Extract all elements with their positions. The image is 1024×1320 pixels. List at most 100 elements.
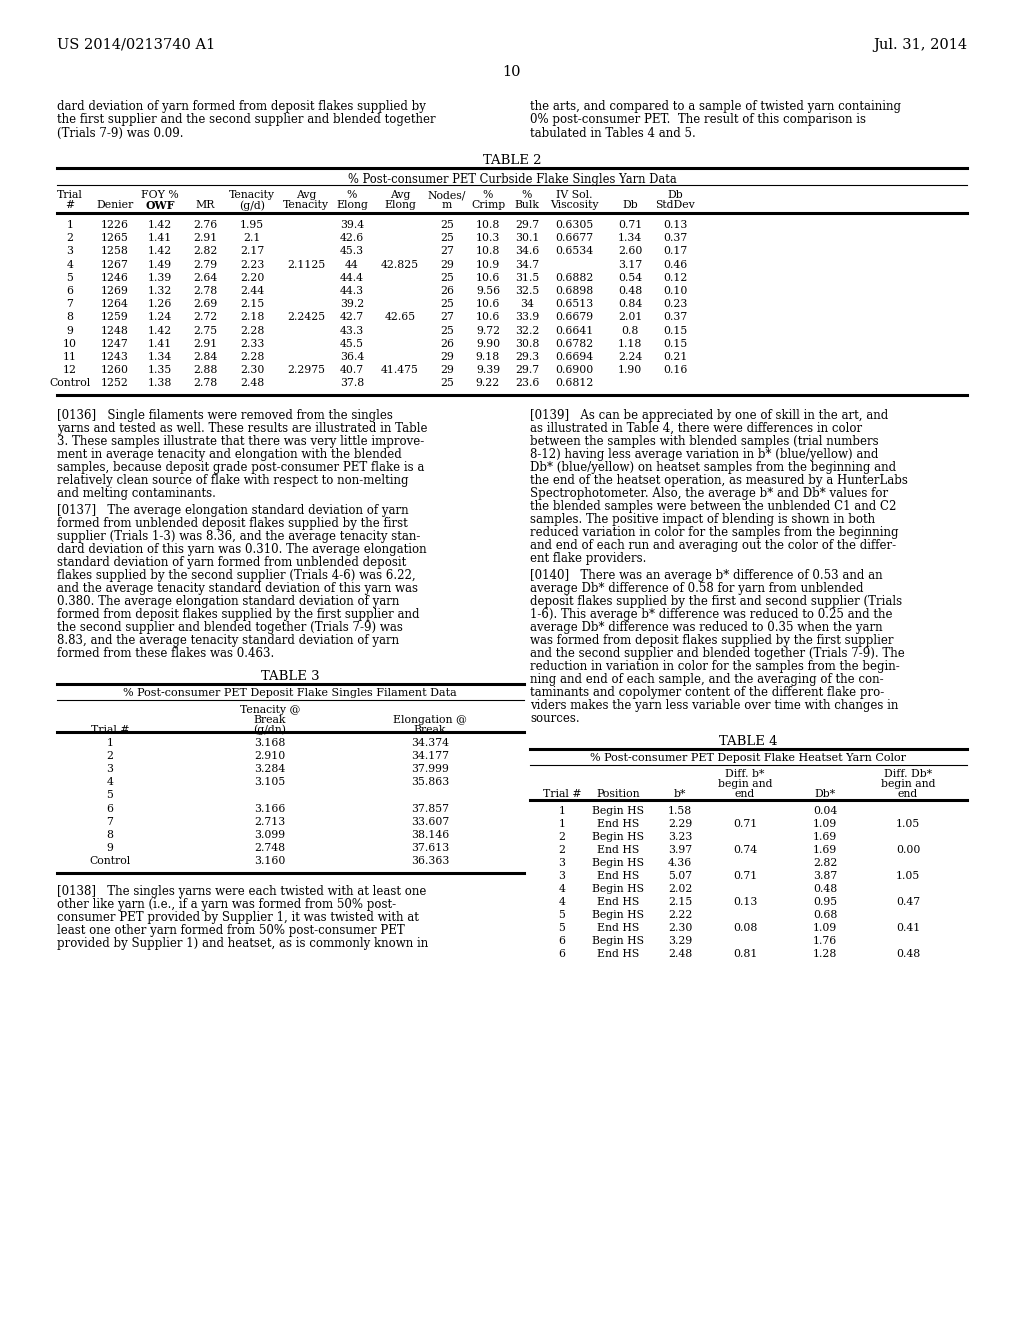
Text: 0.68: 0.68 <box>813 909 838 920</box>
Text: 0.6641: 0.6641 <box>555 326 593 335</box>
Text: 3: 3 <box>558 858 565 867</box>
Text: Bulk: Bulk <box>514 201 540 210</box>
Text: 44.4: 44.4 <box>340 273 364 282</box>
Text: Spectrophotometer. Also, the average b* and Db* values for: Spectrophotometer. Also, the average b* … <box>530 487 888 499</box>
Text: [0137]   The average elongation standard deviation of yarn: [0137] The average elongation standard d… <box>57 504 409 516</box>
Text: 1.32: 1.32 <box>147 286 172 296</box>
Text: 3: 3 <box>558 871 565 880</box>
Text: 43.3: 43.3 <box>340 326 365 335</box>
Text: OWF: OWF <box>145 201 175 211</box>
Text: 0.8: 0.8 <box>622 326 639 335</box>
Text: 40.7: 40.7 <box>340 366 365 375</box>
Text: 25: 25 <box>440 379 454 388</box>
Text: 2.28: 2.28 <box>240 326 264 335</box>
Text: Begin HS: Begin HS <box>592 832 644 842</box>
Text: least one other yarn formed from 50% post-consumer PET: least one other yarn formed from 50% pos… <box>57 924 404 937</box>
Text: 0.84: 0.84 <box>617 300 642 309</box>
Text: the end of the heatset operation, as measured by a HunterLabs: the end of the heatset operation, as mea… <box>530 474 908 487</box>
Text: standard deviation of yarn formed from unblended deposit: standard deviation of yarn formed from u… <box>57 556 407 569</box>
Text: 1.35: 1.35 <box>147 366 172 375</box>
Text: 3.23: 3.23 <box>668 832 692 842</box>
Text: 26: 26 <box>440 286 454 296</box>
Text: 2.17: 2.17 <box>240 247 264 256</box>
Text: Avg: Avg <box>390 190 411 201</box>
Text: 1.69: 1.69 <box>813 832 838 842</box>
Text: Control: Control <box>89 857 131 866</box>
Text: dard deviation of yarn formed from deposit flakes supplied by: dard deviation of yarn formed from depos… <box>57 100 426 114</box>
Text: 2.15: 2.15 <box>668 896 692 907</box>
Text: 25: 25 <box>440 234 454 243</box>
Text: consumer PET provided by Supplier 1, it was twisted with at: consumer PET provided by Supplier 1, it … <box>57 911 419 924</box>
Text: %: % <box>347 190 357 201</box>
Text: provided by Supplier 1) and heatset, as is commonly known in: provided by Supplier 1) and heatset, as … <box>57 937 428 949</box>
Text: 0.48: 0.48 <box>617 286 642 296</box>
Text: 8-12) having less average variation in b* (blue/yellow) and: 8-12) having less average variation in b… <box>530 447 879 461</box>
Text: ent flake providers.: ent flake providers. <box>530 552 646 565</box>
Text: 1: 1 <box>558 805 565 816</box>
Text: dard deviation of this yarn was 0.310. The average elongation: dard deviation of this yarn was 0.310. T… <box>57 543 427 556</box>
Text: 44: 44 <box>345 260 358 269</box>
Text: 0.16: 0.16 <box>663 366 687 375</box>
Text: 0.6882: 0.6882 <box>555 273 593 282</box>
Text: 1.95: 1.95 <box>240 220 264 230</box>
Text: 0.48: 0.48 <box>896 949 921 958</box>
Text: % Post-consumer PET Deposit Flake Heatset Yarn Color: % Post-consumer PET Deposit Flake Heatse… <box>590 752 906 763</box>
Text: 2: 2 <box>106 751 114 760</box>
Text: 3.17: 3.17 <box>617 260 642 269</box>
Text: 6: 6 <box>558 949 565 958</box>
Text: 1.24: 1.24 <box>147 313 172 322</box>
Text: 4: 4 <box>558 883 565 894</box>
Text: 37.613: 37.613 <box>411 843 450 853</box>
Text: 3.160: 3.160 <box>254 857 286 866</box>
Text: 25: 25 <box>440 273 454 282</box>
Text: the first supplier and the second supplier and blended together: the first supplier and the second suppli… <box>57 114 435 127</box>
Text: 0.6898: 0.6898 <box>555 286 593 296</box>
Text: begin and: begin and <box>718 779 772 788</box>
Text: 1.09: 1.09 <box>813 818 838 829</box>
Text: reduced variation in color for the samples from the beginning: reduced variation in color for the sampl… <box>530 525 898 539</box>
Text: TABLE 3: TABLE 3 <box>261 669 319 682</box>
Text: yarns and tested as well. These results are illustrated in Table: yarns and tested as well. These results … <box>57 421 427 434</box>
Text: 0.04: 0.04 <box>813 805 838 816</box>
Text: 2.72: 2.72 <box>193 313 217 322</box>
Text: Viscosity: Viscosity <box>550 201 598 210</box>
Text: (g/dn): (g/dn) <box>254 725 287 735</box>
Text: 2.15: 2.15 <box>240 300 264 309</box>
Text: 42.825: 42.825 <box>381 260 419 269</box>
Text: 0.10: 0.10 <box>663 286 687 296</box>
Text: average Db* difference of 0.58 for yarn from unblended: average Db* difference of 0.58 for yarn … <box>530 582 863 594</box>
Text: and end of each run and averaging out the color of the differ-: and end of each run and averaging out th… <box>530 539 896 552</box>
Text: Jul. 31, 2014: Jul. 31, 2014 <box>872 38 967 51</box>
Text: 2.02: 2.02 <box>668 883 692 894</box>
Text: 0.13: 0.13 <box>733 896 757 907</box>
Text: the arts, and compared to a sample of twisted yarn containing: the arts, and compared to a sample of tw… <box>530 100 901 114</box>
Text: 1226: 1226 <box>101 220 129 230</box>
Text: Db*: Db* <box>814 788 836 799</box>
Text: (g/d): (g/d) <box>239 201 265 211</box>
Text: 1243: 1243 <box>101 352 129 362</box>
Text: 2.91: 2.91 <box>193 339 217 348</box>
Text: 30.1: 30.1 <box>515 234 540 243</box>
Text: 0% post-consumer PET.  The result of this comparison is: 0% post-consumer PET. The result of this… <box>530 114 866 127</box>
Text: 2.78: 2.78 <box>193 286 217 296</box>
Text: formed from these flakes was 0.463.: formed from these flakes was 0.463. <box>57 647 274 660</box>
Text: and the second supplier and blended together (Trials 7-9). The: and the second supplier and blended toge… <box>530 647 905 660</box>
Text: 0.6782: 0.6782 <box>555 339 593 348</box>
Text: [0139]   As can be appreciated by one of skill in the art, and: [0139] As can be appreciated by one of s… <box>530 409 888 421</box>
Text: Break: Break <box>414 725 446 735</box>
Text: 2.69: 2.69 <box>193 300 217 309</box>
Text: 0.13: 0.13 <box>663 220 687 230</box>
Text: Elong: Elong <box>384 201 416 210</box>
Text: 23.6: 23.6 <box>515 379 540 388</box>
Text: viders makes the yarn less variable over time with changes in: viders makes the yarn less variable over… <box>530 698 898 711</box>
Text: 0.46: 0.46 <box>663 260 687 269</box>
Text: 8: 8 <box>67 313 74 322</box>
Text: 1259: 1259 <box>101 313 129 322</box>
Text: 44.3: 44.3 <box>340 286 365 296</box>
Text: 1248: 1248 <box>101 326 129 335</box>
Text: 2.88: 2.88 <box>193 366 217 375</box>
Text: taminants and copolymer content of the different flake pro-: taminants and copolymer content of the d… <box>530 685 885 698</box>
Text: 0.15: 0.15 <box>663 326 687 335</box>
Text: 3.099: 3.099 <box>254 830 286 840</box>
Text: TABLE 2: TABLE 2 <box>482 154 542 168</box>
